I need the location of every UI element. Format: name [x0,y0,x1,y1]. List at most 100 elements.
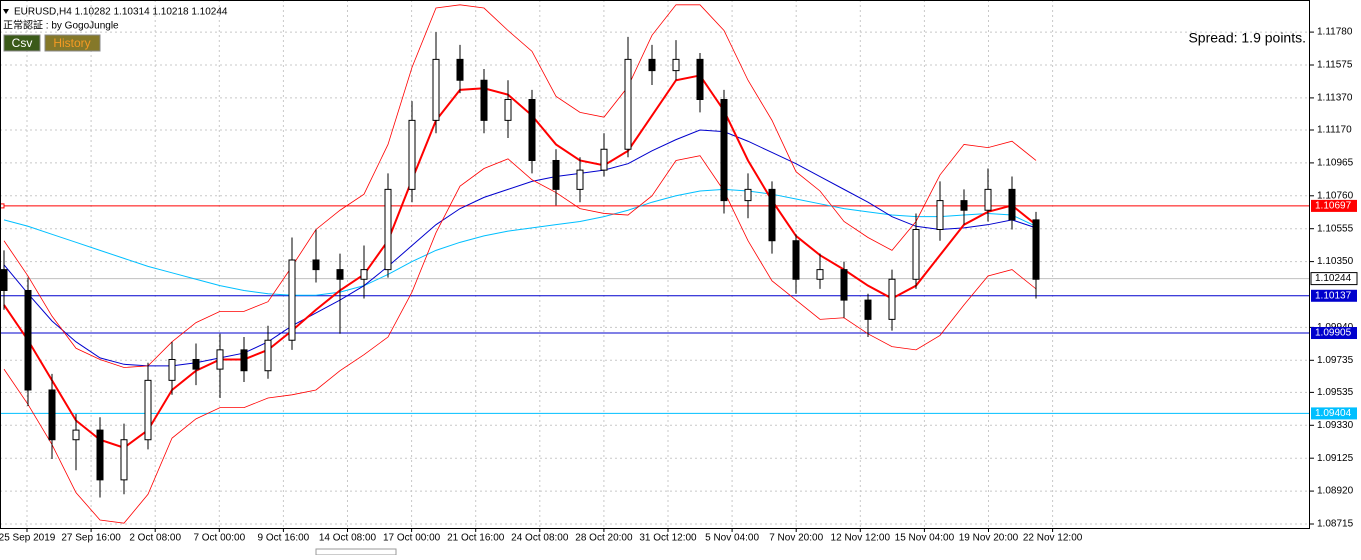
candle-body [768,188,776,242]
level-tag [1311,289,1357,302]
candle-body [48,389,56,441]
candle-body [24,289,32,391]
x-tick-label: 27 Sep 16:00 [61,533,121,544]
y-tick-label: 1.08920 [1317,486,1354,497]
candle-body [360,269,368,280]
level-anchor [0,203,5,209]
candle-body [384,188,392,271]
candle-body [888,278,896,320]
x-tick-label: 2 Oct 08:00 [129,533,181,544]
y-tick-label: 1.10350 [1317,256,1354,267]
time-axis [0,529,1310,555]
x-tick-label: 9 Oct 16:00 [258,533,310,544]
history-label[interactable]: History [53,36,90,50]
x-tick-label: 14 Oct 08:00 [319,533,377,544]
candle-body [864,299,872,320]
candle-body [504,99,512,121]
candle-body [840,269,848,301]
candle-body [792,240,800,280]
csv-button[interactable] [3,34,41,52]
indicator-line [3,155,1037,524]
candle-body [0,269,8,291]
y-tick-label: 1.09535 [1317,387,1354,398]
x-tick-label: 25 Sep 2019 [0,533,56,544]
candle-body [576,169,584,190]
candle-body [648,58,656,72]
level-tag [1311,327,1357,340]
y-tick-label: 1.10760 [1317,190,1354,201]
current-tag [1310,272,1358,286]
candle-body [96,429,104,481]
candle-body [720,99,728,202]
level-label: 1.10137 [1315,290,1352,301]
candle-body [264,339,272,372]
candle-body [672,58,680,72]
candle-body [984,188,992,211]
candle-body [1032,219,1040,280]
candle-body [624,58,632,150]
y-tick-label: 1.11575 [1317,60,1353,71]
candle-body [408,119,416,190]
tab [315,548,397,556]
chart-subtitle: 正常認証 : by GogoJungle [3,19,119,32]
candle-body [816,269,824,280]
y-tick-label: 1.11170 [1317,125,1352,136]
x-tick-label: 15 Nov 04:00 [895,533,955,544]
x-tick-label: 19 Nov 20:00 [959,533,1019,544]
candle-body [696,58,704,101]
indicator-line [3,4,1037,368]
candle-body [432,58,440,121]
candle-body [312,259,320,271]
candle-body [744,188,752,202]
x-tick-label: 7 Oct 00:00 [193,533,245,544]
csv-label[interactable]: Csv [12,36,33,50]
indicator-line [3,188,1037,296]
level-label: 1.10697 [1315,201,1352,212]
candle-body [960,200,968,211]
x-tick-label: 22 Nov 12:00 [1023,533,1083,544]
level-label: 1.09404 [1315,408,1352,419]
level-tag [1311,199,1357,212]
chart-title: EURUSD,H4 1.10282 1.10314 1.10218 1.1024… [14,7,228,18]
spread: Spread: 1.9 points. [1188,30,1306,46]
indicator-line [3,74,1037,449]
candle-body [72,429,80,441]
current-label: 1.10244 [1315,273,1352,284]
candle-body [912,228,920,280]
candle-body [552,159,560,190]
x-tick-label: 24 Oct 08:00 [511,533,569,544]
indicator-line [3,129,1037,367]
y-tick-label: 1.09735 [1317,355,1354,366]
candle-body [336,269,344,280]
x-tick-label: 17 Oct 00:00 [383,533,441,544]
candle-body [456,58,464,81]
candle-body [288,259,296,341]
x-tick-label: 21 Oct 16:00 [447,533,505,544]
candle-body [240,349,248,372]
candle-body [600,148,608,171]
y-tick-label: 1.10965 [1317,158,1354,169]
y-tick-label: 1.11370 [1317,93,1353,104]
candle-body [216,349,224,370]
x-tick-label: 31 Oct 12:00 [639,533,697,544]
y-tick-label: 1.08715 [1317,519,1354,530]
candle-body [1008,188,1016,221]
y-tick-label: 1.09330 [1317,420,1354,431]
level-label: 1.09905 [1315,328,1352,339]
candle-body [144,379,152,441]
y-tick-label: 1.09125 [1317,453,1354,464]
history-button[interactable] [44,34,101,52]
candle-body [168,358,176,381]
candle-body [936,200,944,230]
y-tick-label: 1.11780 [1317,27,1353,38]
x-tick-label: 12 Nov 12:00 [831,533,891,544]
candle-body [528,99,536,161]
title-arrow [3,9,9,14]
x-tick-label: 5 Nov 04:00 [705,533,759,544]
x-tick-label: 28 Oct 20:00 [575,533,633,544]
candle-body [480,79,488,121]
plot-border [0,0,1310,529]
y-tick-label: 1.10555 [1317,223,1354,234]
